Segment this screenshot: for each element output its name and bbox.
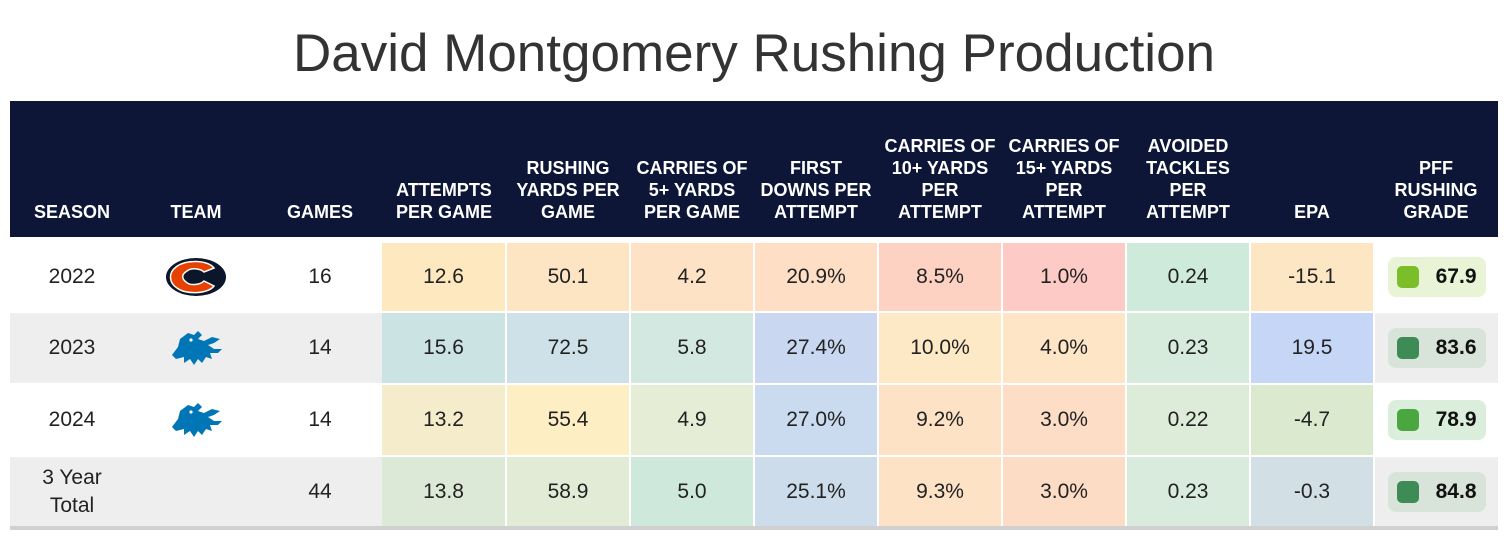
stat-cell: 5.0 xyxy=(630,456,755,530)
column-header: PFF RUSHING GRADE xyxy=(1374,101,1498,240)
team-cell xyxy=(134,312,258,385)
stat-cell: 9.3% xyxy=(878,456,1003,530)
grade-color-dot xyxy=(1396,337,1419,359)
stat-cell: 72.5 xyxy=(506,312,631,385)
stat-cell: 4.2 xyxy=(630,237,755,313)
grade-badge: 83.6 xyxy=(1387,328,1486,368)
stat-cell: 8.5% xyxy=(878,237,1003,313)
season-cell: 2023 xyxy=(10,312,134,385)
table-row-total: 3 Year Total 44 13.8 58.9 5.0 25.1% 9.3%… xyxy=(10,456,1498,530)
season-total-label: 3 Year Total xyxy=(42,465,102,517)
season-cell: 2022 xyxy=(10,237,134,313)
table-row: 2024 14 13.2 55.4 4.9 27.0% 9.2% 3.0% 0.… xyxy=(10,384,1498,457)
stat-cell: 27.0% xyxy=(754,384,879,457)
stat-cell: 25.1% xyxy=(754,456,879,530)
stat-cell: 15.6 xyxy=(382,312,507,385)
column-header: FIRST DOWNS PER ATTEMPT xyxy=(754,101,878,240)
column-header: RUSHING YARDS PER GAME xyxy=(506,101,630,240)
grade-value: 78.9 xyxy=(1435,408,1477,431)
chart-title: David Montgomery Rushing Production xyxy=(292,24,1216,83)
column-header: CARRIES OF 10+ YARDS PER ATTEMPT xyxy=(878,101,1002,240)
stat-cell: 4.9 xyxy=(630,384,755,457)
team-cell xyxy=(134,384,258,457)
stat-cell: 55.4 xyxy=(506,384,631,457)
column-header: CARRIES OF 15+ YARDS PER ATTEMPT xyxy=(1002,101,1126,240)
grade-badge: 84.8 xyxy=(1387,471,1486,512)
stat-cell: 4.0% xyxy=(1002,312,1127,385)
stat-cell: 12.6 xyxy=(382,237,507,313)
grade-badge: 78.9 xyxy=(1387,400,1486,440)
stat-cell: 9.2% xyxy=(878,384,1003,457)
lions-logo-icon xyxy=(172,331,222,365)
stat-cell: 0.24 xyxy=(1126,237,1251,313)
season-cell: 3 Year Total xyxy=(10,456,134,530)
stat-cell: 20.9% xyxy=(754,237,879,313)
grade-cell: 78.9 xyxy=(1374,384,1498,457)
season-cell: 2024 xyxy=(10,384,134,457)
column-header: EPA xyxy=(1250,101,1374,240)
stat-cell: -15.1 xyxy=(1250,237,1375,313)
stat-cell: 58.9 xyxy=(506,456,631,530)
games-cell: 14 xyxy=(258,384,382,457)
grade-cell: 83.6 xyxy=(1374,312,1498,385)
stat-cell: 10.0% xyxy=(878,312,1003,385)
stat-cell: 1.0% xyxy=(1002,237,1127,313)
stat-cell: 13.2 xyxy=(382,384,507,457)
table-row: 2023 14 15.6 72.5 5.8 27.4% 10.0% 4.0% 0… xyxy=(10,312,1498,385)
grade-badge: 67.9 xyxy=(1387,257,1486,297)
stat-cell: 5.8 xyxy=(630,312,755,385)
stat-cell: 19.5 xyxy=(1250,312,1375,385)
grade-color-dot xyxy=(1396,480,1419,503)
column-header: TEAM xyxy=(134,101,258,240)
grade-cell: 84.8 xyxy=(1374,456,1498,530)
grade-value: 83.6 xyxy=(1435,336,1477,359)
grade-cell: 67.9 xyxy=(1374,237,1498,313)
stat-cell: 13.8 xyxy=(382,456,507,530)
table-row: 2022 16 12.6 50.1 4.2 20.9% 8.5% 1.0% 0.… xyxy=(10,237,1498,313)
stat-cell: 3.0% xyxy=(1002,456,1127,530)
stats-table: SEASON TEAM GAMES ATTEMPTS PER GAME RUSH… xyxy=(10,101,1498,530)
column-header: ATTEMPTS PER GAME xyxy=(382,101,506,240)
stat-cell: -0.3 xyxy=(1250,456,1375,530)
grade-value: 84.8 xyxy=(1435,479,1477,503)
stat-cell: 27.4% xyxy=(754,312,879,385)
stat-cell: 0.23 xyxy=(1126,456,1251,530)
bears-logo-icon xyxy=(166,258,226,296)
games-cell: 44 xyxy=(258,456,382,530)
games-cell: 14 xyxy=(258,312,382,385)
team-cell xyxy=(134,237,258,313)
stat-cell: 50.1 xyxy=(506,237,631,313)
stat-cell: -4.7 xyxy=(1250,384,1375,457)
stat-cell: 3.0% xyxy=(1002,384,1127,457)
column-header: GAMES xyxy=(258,101,382,240)
column-header: CARRIES OF 5+ YARDS PER GAME xyxy=(630,101,754,240)
grade-value: 67.9 xyxy=(1435,265,1477,288)
games-cell: 16 xyxy=(258,237,382,313)
grade-color-dot xyxy=(1396,409,1419,431)
stat-cell: 0.22 xyxy=(1126,384,1251,457)
stat-cell: 0.23 xyxy=(1126,312,1251,385)
team-cell xyxy=(134,456,258,530)
column-header: SEASON xyxy=(10,101,134,240)
lions-logo-icon xyxy=(172,403,222,437)
column-header: AVOIDED TACKLES PER ATTEMPT xyxy=(1126,101,1250,240)
grade-color-dot xyxy=(1396,266,1419,288)
header-row: SEASON TEAM GAMES ATTEMPTS PER GAME RUSH… xyxy=(10,101,1498,240)
